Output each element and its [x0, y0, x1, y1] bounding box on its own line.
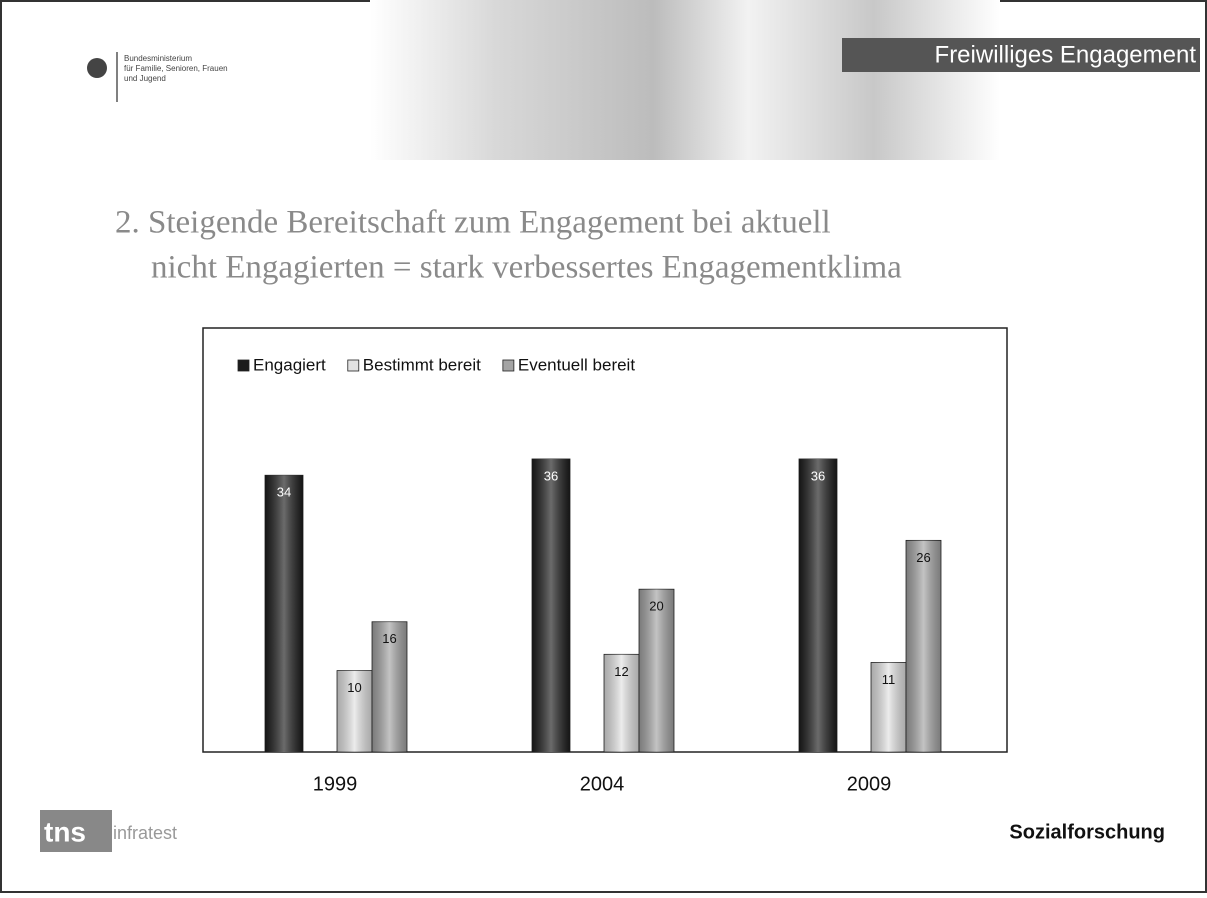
value-label: 36	[544, 468, 558, 483]
department: Sozialforschung	[1009, 821, 1165, 843]
eagle-emblem	[87, 58, 107, 78]
value-label: 16	[382, 631, 396, 646]
value-label: 10	[347, 680, 361, 695]
legend-swatch	[238, 360, 249, 371]
x-tick-label: 2009	[847, 773, 892, 795]
slide-title: 2. Steigende Bereitschaft zum Engagement…	[115, 205, 831, 241]
x-tick-label: 2004	[580, 773, 625, 795]
value-label: 12	[614, 664, 628, 679]
bar-shine	[532, 459, 570, 752]
ministry-line: für Familie, Senioren, Frauen	[124, 64, 228, 73]
ministry-line: Bundesministerium	[124, 54, 192, 63]
bar-shine	[906, 540, 941, 752]
ministry-line: und Jugend	[124, 74, 166, 83]
value-label: 36	[811, 468, 825, 483]
bar-shine	[265, 475, 303, 752]
bar-shine	[799, 459, 837, 752]
header-photo	[370, 0, 1000, 160]
legend-label: Engagiert	[253, 355, 326, 374]
banner: Freiwilliges Engagement	[935, 41, 1197, 68]
slide-title: nicht Engagierten = stark verbessertes E…	[151, 250, 902, 286]
value-label: 20	[649, 599, 663, 614]
slide: Bundesministerium für Familie, Senioren,…	[0, 0, 1207, 893]
logo-mark: tns	[44, 816, 86, 847]
legend-swatch	[503, 360, 514, 371]
legend-swatch	[348, 360, 359, 371]
value-label: 11	[882, 672, 896, 687]
logo-text: infratest	[113, 823, 177, 843]
legend-label: Bestimmt bereit	[363, 355, 481, 374]
legend-label: Eventuell bereit	[518, 355, 635, 374]
value-label: 26	[916, 550, 930, 565]
value-label: 34	[277, 485, 291, 500]
x-tick-label: 1999	[313, 773, 358, 795]
